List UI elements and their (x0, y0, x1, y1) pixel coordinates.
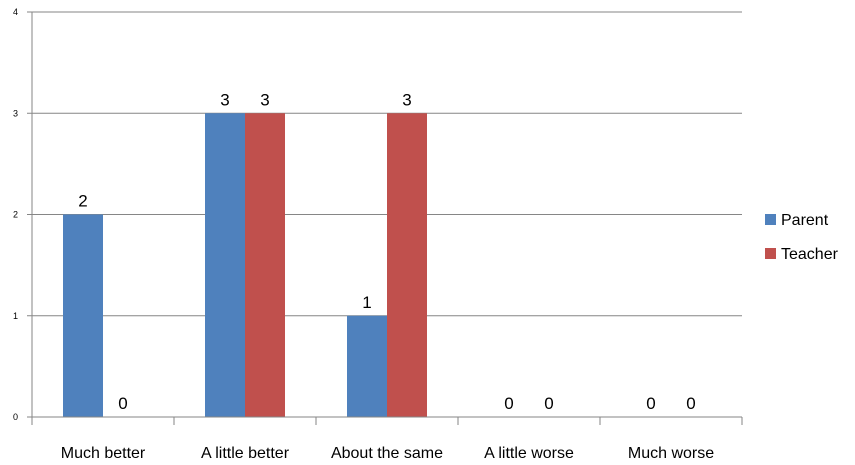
bar (205, 113, 245, 417)
x-category-label: Much better (61, 445, 146, 462)
legend-swatch (765, 214, 776, 225)
data-label: 0 (118, 394, 127, 413)
x-category-label: Much worse (628, 445, 714, 462)
data-label: 1 (362, 293, 371, 312)
y-tick-label: 0 (13, 412, 18, 422)
data-label: 0 (504, 394, 513, 413)
x-category-label: A little worse (484, 445, 574, 462)
data-label: 3 (402, 90, 411, 109)
legend-swatch (765, 248, 776, 259)
x-category-label: A little better (201, 445, 290, 462)
y-tick-label: 2 (13, 210, 18, 220)
legend-label: Teacher (781, 246, 839, 263)
bar (387, 113, 427, 417)
data-label: 0 (544, 394, 553, 413)
data-label: 0 (686, 394, 695, 413)
legend-label: Parent (781, 212, 829, 229)
data-label: 3 (260, 90, 269, 109)
y-tick-label: 1 (13, 311, 18, 321)
data-label: 2 (78, 192, 87, 211)
bar (63, 214, 103, 417)
data-label: 0 (646, 394, 655, 413)
bar (347, 315, 387, 417)
y-tick-label: 4 (13, 7, 18, 17)
y-tick-label: 3 (13, 108, 18, 118)
data-label: 3 (220, 90, 229, 109)
bar (245, 113, 285, 417)
x-category-label: About the same (331, 445, 443, 462)
